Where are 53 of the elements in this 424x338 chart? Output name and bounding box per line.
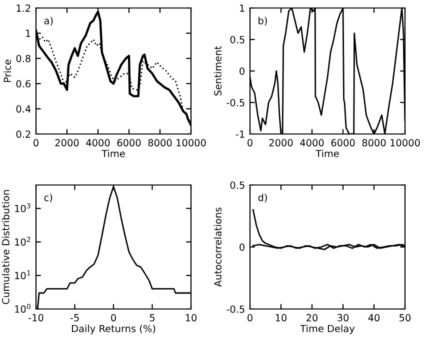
y-tick-label: 0.2 <box>16 130 30 138</box>
x-tick-label: 8000 <box>362 139 386 146</box>
x-tick-label: 10000 <box>390 139 420 146</box>
x-tick-label: 4000 <box>86 139 110 146</box>
annotation: b) <box>258 16 267 26</box>
x-tick-label: -10 <box>28 314 44 322</box>
y-tick-label: 0 <box>240 67 244 75</box>
y-tick-label: 0.8 <box>16 54 30 62</box>
x-tick-label: 30 <box>338 314 349 322</box>
annotation: a) <box>44 16 53 26</box>
y-tick-label: 10$^{0}$ <box>15 304 30 313</box>
y-tick-label: 1 <box>26 30 30 37</box>
x-tick-label: 6000 <box>117 139 141 146</box>
annotation: c) <box>44 194 52 202</box>
y-axis-title: Sentiment <box>214 46 222 96</box>
y-tick-label: 10$^{3}$ <box>15 203 30 212</box>
x-tick-label: 8000 <box>148 139 172 146</box>
y-tick-label: -1 <box>236 130 244 138</box>
x-tick-label: 40 <box>368 314 380 322</box>
y-tick-label: 0.5 <box>230 36 244 44</box>
y-tick-label: 0.6 <box>16 80 31 88</box>
y-tick-label: 1.2 <box>16 4 30 12</box>
y-tick-label: 10$^{2}$ <box>15 236 30 246</box>
annotation: d) <box>258 194 267 202</box>
y-axis-title: Cumulative Distribution <box>2 190 10 304</box>
x-tick-label: -5 <box>70 314 79 322</box>
x-tick-label: 4000 <box>300 139 324 146</box>
y-axis-title: Autocorrelations <box>214 208 222 287</box>
x-tick-label: 2000 <box>55 139 79 146</box>
x-tick-label: 0 <box>111 314 116 322</box>
y-tick-label: 1 <box>240 4 244 12</box>
x-tick-label: 0 <box>248 139 252 146</box>
y-tick-label: 10$^{1}$ <box>15 270 30 280</box>
x-tick-label: 10 <box>186 314 197 322</box>
x-tick-label: 0 <box>248 314 252 322</box>
x-tick-label: 10000 <box>176 139 206 146</box>
y-tick-label: 0 <box>240 243 244 251</box>
y-tick-label: -0.5 <box>226 98 244 106</box>
x-axis-title: Time Delay <box>300 324 355 334</box>
y-tick-label: -0.5 <box>226 305 244 313</box>
y-tick-label: 0.5 <box>230 181 244 189</box>
x-tick-label: 6000 <box>331 139 355 146</box>
x-tick-label: 0 <box>34 139 38 146</box>
x-tick-label: 5 <box>150 314 154 322</box>
x-axis-title: Time <box>102 150 125 158</box>
x-axis-title: Time <box>316 150 339 158</box>
x-tick-label: 50 <box>400 314 411 322</box>
x-tick-label: 20 <box>306 314 318 322</box>
x-axis-title: Daily Returns (%) <box>72 324 156 334</box>
y-axis-title: Price <box>3 60 12 82</box>
y-tick-label: 0.4 <box>16 105 31 113</box>
x-tick-label: 2000 <box>269 139 293 146</box>
x-tick-label: 10 <box>276 314 287 322</box>
